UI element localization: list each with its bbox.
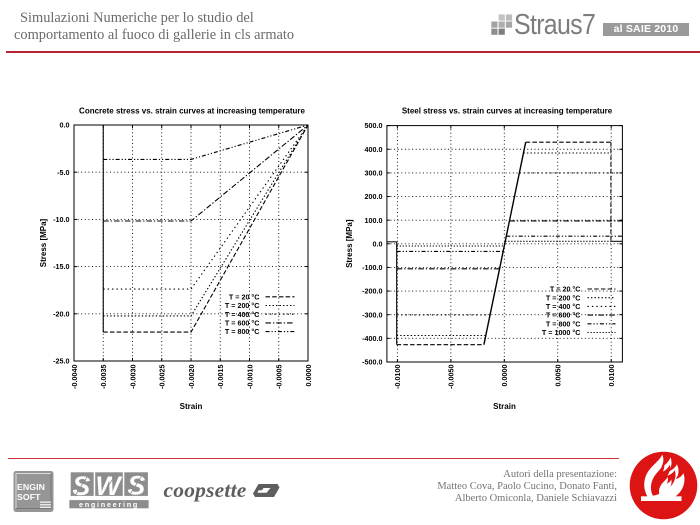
svg-text:-0.0030: -0.0030 (128, 365, 137, 389)
svg-text:coopsette: coopsette (164, 478, 247, 502)
svg-text:-300.0: -300.0 (362, 310, 382, 319)
svg-text:-200.0: -200.0 (362, 287, 382, 296)
svg-text:-0.0100: -0.0100 (393, 365, 402, 389)
svg-text:-10.0: -10.0 (53, 215, 69, 224)
svg-text:Stress [MPa]: Stress [MPa] (39, 218, 48, 267)
svg-text:0.0050: 0.0050 (554, 364, 563, 386)
svg-text:400.0: 400.0 (365, 145, 383, 154)
svg-text:T = 400 °C: T = 400 °C (225, 310, 260, 319)
svg-text:0.0: 0.0 (60, 121, 70, 130)
svg-text:-0.0010: -0.0010 (245, 365, 254, 389)
svg-text:-25.0: -25.0 (53, 357, 69, 366)
svg-text:Strain: Strain (493, 402, 516, 411)
svg-text:-15.0: -15.0 (53, 262, 69, 271)
svg-text:-0.0035: -0.0035 (99, 365, 108, 389)
svg-text:T = 600 °C: T = 600 °C (225, 319, 260, 328)
svg-text:T = 20 °C: T = 20 °C (229, 292, 260, 301)
svg-text:T = 600 °C: T = 600 °C (546, 311, 581, 320)
svg-text:T = 800 °C: T = 800 °C (225, 327, 260, 336)
svg-text:T = 400 °C: T = 400 °C (546, 302, 581, 311)
svg-text:engineering: engineering (79, 500, 139, 509)
svg-text:0.0: 0.0 (373, 239, 383, 248)
svg-text:-500.0: -500.0 (362, 358, 382, 367)
svg-text:T = 200 °C: T = 200 °C (546, 293, 581, 302)
svg-text:-100.0: -100.0 (362, 263, 382, 272)
svg-text:-0.0025: -0.0025 (158, 365, 167, 389)
svg-text:T = 200 °C: T = 200 °C (225, 301, 260, 310)
svg-text:-0.0050: -0.0050 (447, 365, 456, 389)
svg-text:T = 1000 °C: T = 1000 °C (542, 328, 581, 337)
svg-text:-0.0005: -0.0005 (275, 365, 284, 389)
svg-text:T = 800 °C: T = 800 °C (546, 319, 581, 328)
svg-text:0.0000: 0.0000 (304, 364, 313, 386)
svg-text:Strain: Strain (180, 402, 203, 411)
svg-text:300.0: 300.0 (365, 169, 383, 178)
svg-text:500.0: 500.0 (365, 121, 383, 130)
svg-text:-20.0: -20.0 (53, 309, 69, 318)
svg-text:S: S (128, 471, 146, 501)
svg-text:-400.0: -400.0 (362, 334, 382, 343)
svg-text:Steel stress vs. strain curves: Steel stress vs. strain curves at increa… (402, 107, 613, 116)
svg-text:100.0: 100.0 (365, 216, 383, 225)
svg-text:T = 20 °C: T = 20 °C (550, 285, 581, 294)
svg-text:W: W (96, 471, 123, 501)
svg-text:Stress [MPa]: Stress [MPa] (345, 219, 354, 268)
svg-text:0.0100: 0.0100 (607, 364, 616, 386)
svg-text:-0.0020: -0.0020 (187, 365, 196, 389)
svg-text:-0.0040: -0.0040 (70, 365, 79, 389)
svg-text:SOFT: SOFT (17, 492, 41, 502)
svg-text:200.0: 200.0 (365, 192, 383, 201)
svg-text:-5.0: -5.0 (57, 168, 69, 177)
svg-text:0.0000: 0.0000 (500, 364, 509, 386)
svg-text:ENGIN: ENGIN (17, 482, 45, 492)
svg-text:Concrete stress vs. strain cur: Concrete stress vs. strain curves at inc… (79, 107, 305, 116)
svg-text:-0.0015: -0.0015 (216, 365, 225, 389)
